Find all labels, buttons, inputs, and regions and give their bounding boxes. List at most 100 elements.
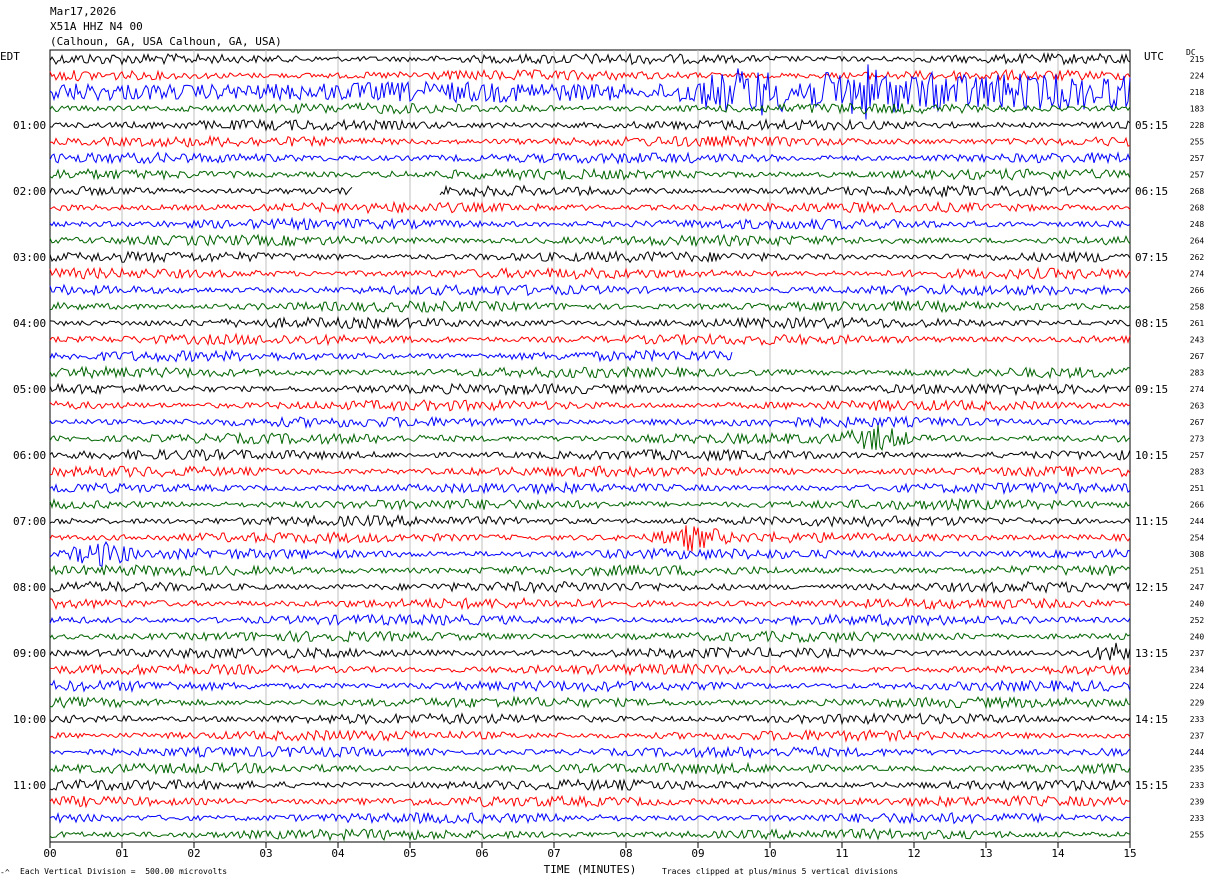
dc-offset-label: 248 [1190, 220, 1205, 229]
trace-22 [49, 415, 1131, 429]
dc-offset-label: 266 [1190, 501, 1205, 510]
trace-38 [49, 679, 1131, 694]
trace-34 [49, 612, 1131, 627]
left-hour-label: 11:00 [13, 779, 46, 792]
trace-42 [49, 745, 1131, 760]
trace-6 [49, 151, 1131, 165]
trace-24 [49, 448, 1131, 462]
trace-30 [49, 541, 1131, 568]
left-hour-label: 02:00 [13, 185, 46, 198]
trace-14 [49, 283, 1131, 297]
trace-7 [49, 167, 1131, 182]
dc-offset-label: 251 [1190, 567, 1205, 576]
dc-offset-label: 255 [1190, 831, 1205, 840]
x-tick-label: 01 [115, 847, 128, 860]
left-hour-label: 07:00 [13, 515, 46, 528]
trace-0 [49, 52, 1131, 66]
trace-23 [49, 424, 1131, 451]
trace-45 [49, 794, 1131, 809]
trace-32 [49, 580, 1131, 595]
trace-25 [49, 465, 1131, 479]
dc-offset-label: 268 [1190, 187, 1205, 196]
x-tick-label: 13 [979, 847, 992, 860]
dc-offset-label: 244 [1190, 748, 1205, 757]
trace-3 [49, 101, 1131, 115]
dc-offset-label: 266 [1190, 286, 1205, 295]
dc-offset-label: 308 [1190, 550, 1205, 559]
x-tick-label: 08 [619, 847, 632, 860]
trace-36 [49, 642, 1131, 661]
trace-2 [49, 64, 1131, 120]
dc-offset-label: 247 [1190, 583, 1205, 592]
trace-20 [49, 382, 1131, 397]
left-hour-label: 04:00 [13, 317, 46, 330]
trace-5 [49, 134, 1131, 149]
dc-offset-label: 274 [1190, 385, 1205, 394]
dc-offset-label: 235 [1190, 765, 1205, 774]
dc-offset-label: 224 [1190, 682, 1205, 691]
dc-offset-label: 262 [1190, 253, 1205, 262]
right-hour-label: 05:15 [1135, 119, 1168, 132]
trace-27 [49, 497, 1131, 512]
dc-offset-label: 258 [1190, 303, 1205, 312]
left-hour-label: 10:00 [13, 713, 46, 726]
dc-offset-label: 218 [1190, 88, 1205, 97]
dc-offset-label: 240 [1190, 600, 1205, 609]
x-tick-label: 10 [763, 847, 776, 860]
left-hour-label: 08:00 [13, 581, 46, 594]
dc-offset-label: 234 [1190, 666, 1205, 675]
location-label: (Calhoun, GA, USA Calhoun, GA, USA) [50, 35, 282, 48]
dc-offset-label: 255 [1190, 138, 1205, 147]
dc-offset-label: 243 [1190, 336, 1205, 345]
right-hour-label: 06:15 [1135, 185, 1168, 198]
x-axis-title: TIME (MINUTES) [544, 863, 637, 876]
right-timezone-label: UTC [1144, 50, 1164, 63]
dc-offset-label: 228 [1190, 121, 1205, 130]
trace-40 [49, 712, 1131, 726]
trace-10 [49, 216, 1131, 231]
dc-offset-label: 273 [1190, 435, 1205, 444]
trace-13 [49, 266, 1131, 281]
dc-offset-label: 233 [1190, 781, 1205, 790]
date-label: Mar17,2026 [50, 5, 117, 18]
x-tick-label: 03 [259, 847, 272, 860]
dc-offset-label: 254 [1190, 534, 1205, 543]
x-tick-label: 14 [1051, 847, 1065, 860]
dc-offset-label: 244 [1190, 517, 1205, 526]
dc-offset-label: 237 [1190, 732, 1205, 741]
right-hour-label: 10:15 [1135, 449, 1168, 462]
dc-offset-label: 224 [1190, 72, 1205, 81]
corner-mark: -^ [0, 868, 10, 877]
trace-18 [49, 348, 733, 363]
x-tick-label: 04 [331, 847, 345, 860]
clip-note: Traces clipped at plus/minus 5 vertical … [662, 867, 899, 876]
dc-offset-label: 261 [1190, 319, 1205, 328]
x-tick-label: 02 [187, 847, 200, 860]
trace-44 [49, 778, 1131, 792]
x-tick-label: 06 [475, 847, 488, 860]
dc-offset-label: 283 [1190, 369, 1205, 378]
dc-offset-label: 283 [1190, 468, 1205, 477]
trace-43 [49, 761, 1131, 776]
trace-29 [49, 525, 1131, 552]
trace-16 [49, 315, 1131, 330]
right-hour-label: 13:15 [1135, 647, 1168, 660]
x-tick-label: 12 [907, 847, 920, 860]
x-tick-label: 05 [403, 847, 416, 860]
trace-41 [49, 728, 1131, 743]
dc-offset-label: 257 [1190, 451, 1205, 460]
dc-offset-label: 183 [1190, 105, 1205, 114]
trace-9 [49, 200, 1131, 215]
trace-26 [49, 481, 1131, 496]
scale-note: Each Vertical Division = 500.00 microvol… [20, 867, 228, 876]
trace-35 [49, 630, 1131, 644]
trace-17 [49, 332, 1131, 347]
dc-offset-label: 268 [1190, 204, 1205, 213]
dc-offset-label: 237 [1190, 649, 1205, 658]
right-hour-label: 11:15 [1135, 515, 1168, 528]
trace-31 [49, 563, 1131, 578]
dc-offset-label: 257 [1190, 154, 1205, 163]
left-hour-label: 03:00 [13, 251, 46, 264]
trace-15 [49, 299, 1131, 314]
